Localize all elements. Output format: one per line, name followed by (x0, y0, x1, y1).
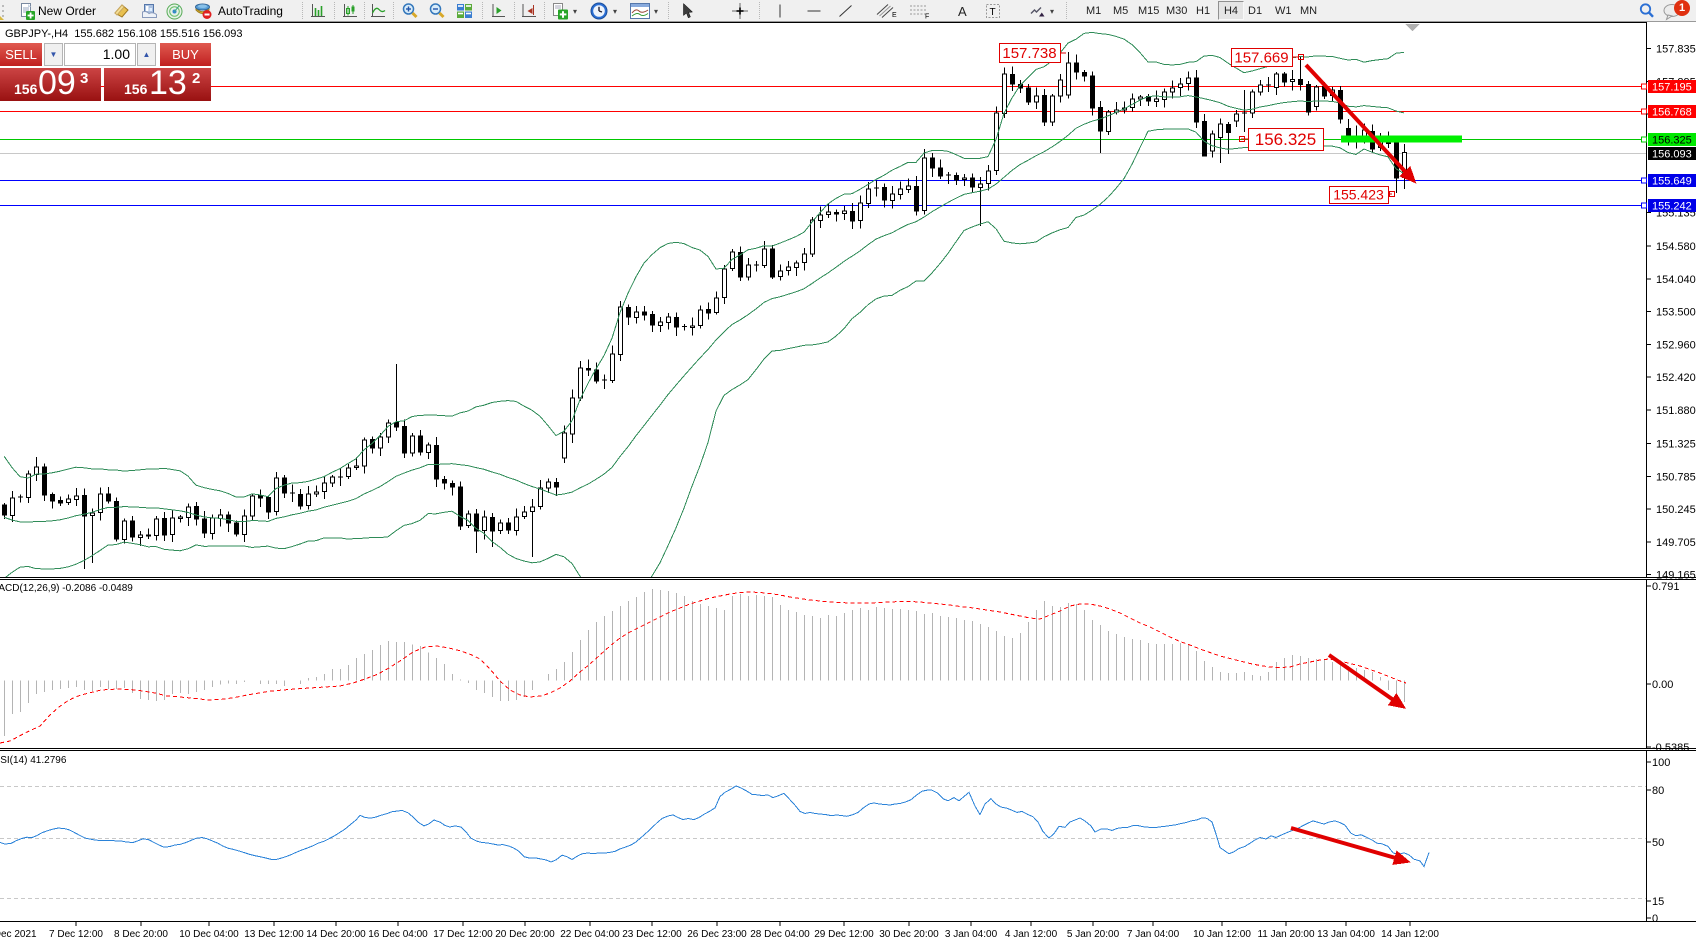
svg-text:-0.5385: -0.5385 (1652, 742, 1689, 754)
svg-text:154.040: 154.040 (1656, 274, 1696, 286)
svg-text:26 Dec 23:00: 26 Dec 23:00 (687, 929, 747, 940)
svg-text:157.669: 157.669 (1234, 49, 1288, 66)
svg-text:13 Dec 12:00: 13 Dec 12:00 (244, 929, 304, 940)
svg-text:29 Dec 12:00: 29 Dec 12:00 (814, 929, 874, 940)
svg-text:7 Jan 04:00: 7 Jan 04:00 (1127, 929, 1180, 940)
svg-text:0.00: 0.00 (1652, 679, 1673, 691)
svg-text:30 Dec 20:00: 30 Dec 20:00 (879, 929, 939, 940)
svg-text:157.195: 157.195 (1652, 82, 1692, 94)
svg-text:151.325: 151.325 (1656, 439, 1696, 451)
svg-text:14 Dec 20:00: 14 Dec 20:00 (306, 929, 366, 940)
svg-text:GBPJPY-,H4 155.682 156.108 15: GBPJPY-,H4 155.682 156.108 155.516 156.0… (5, 28, 243, 40)
svg-text:11 Jan 20:00: 11 Jan 20:00 (1257, 929, 1315, 940)
svg-text:150.785: 150.785 (1656, 471, 1696, 483)
svg-text:3 Jan 04:00: 3 Jan 04:00 (945, 929, 998, 940)
svg-text:10 Jan 12:00: 10 Jan 12:00 (1193, 929, 1251, 940)
svg-text:F: F (925, 14, 929, 20)
svg-text:22 Dec 04:00: 22 Dec 04:00 (560, 929, 620, 940)
svg-text:13 Jan 04:00: 13 Jan 04:00 (1317, 929, 1375, 940)
svg-text:16 Dec 04:00: 16 Dec 04:00 (368, 929, 428, 940)
svg-text:4 Jan 12:00: 4 Jan 12:00 (1005, 929, 1058, 940)
svg-text:156.093: 156.093 (1652, 149, 1692, 161)
svg-text:8 Dec 20:00: 8 Dec 20:00 (114, 929, 168, 940)
svg-text:156.768: 156.768 (1652, 107, 1692, 119)
svg-text:15: 15 (1652, 896, 1664, 908)
svg-text:E: E (892, 12, 897, 19)
svg-text:17 Dec 12:00: 17 Dec 12:00 (433, 929, 493, 940)
svg-text:80: 80 (1652, 785, 1664, 797)
svg-text:20 Dec 20:00: 20 Dec 20:00 (495, 929, 555, 940)
svg-text:5 Jan 20:00: 5 Jan 20:00 (1067, 929, 1120, 940)
svg-text:149.165: 149.165 (1656, 570, 1696, 582)
svg-text:153.500: 153.500 (1656, 307, 1696, 319)
svg-text:152.420: 152.420 (1656, 372, 1696, 384)
svg-text:10 Dec 04:00: 10 Dec 04:00 (179, 929, 239, 940)
svg-text:155.423: 155.423 (1333, 187, 1384, 203)
svg-text:149.705: 149.705 (1656, 537, 1696, 549)
svg-text:100: 100 (1652, 757, 1670, 769)
svg-text:157.835: 157.835 (1656, 44, 1696, 56)
svg-text:50: 50 (1652, 837, 1664, 849)
svg-text:14 Jan 12:00: 14 Jan 12:00 (1381, 929, 1439, 940)
svg-text:T: T (990, 7, 996, 18)
svg-text:0.791: 0.791 (1652, 581, 1680, 593)
svg-text:150.245: 150.245 (1656, 504, 1696, 516)
svg-text:MACD(12,26,9) -0.2086 -0.0489: MACD(12,26,9) -0.2086 -0.0489 (0, 583, 133, 594)
svg-text:156.325: 156.325 (1652, 135, 1692, 147)
svg-text:155.242: 155.242 (1652, 201, 1692, 213)
svg-text:28 Dec 04:00: 28 Dec 04:00 (750, 929, 810, 940)
svg-text:0: 0 (1652, 913, 1658, 925)
svg-text:152.960: 152.960 (1656, 339, 1696, 351)
svg-text:7 Dec 12:00: 7 Dec 12:00 (49, 929, 103, 940)
svg-text:RSI(14) 41.2796: RSI(14) 41.2796 (0, 755, 67, 766)
svg-text:154.580: 154.580 (1656, 241, 1696, 253)
svg-text:151.880: 151.880 (1656, 405, 1696, 417)
svg-text:23 Dec 12:00: 23 Dec 12:00 (622, 929, 682, 940)
svg-text:7 Dec 2021: 7 Dec 2021 (0, 929, 37, 940)
svg-text:157.738: 157.738 (1002, 45, 1056, 62)
svg-text:155.649: 155.649 (1652, 176, 1692, 188)
svg-text:156.325: 156.325 (1255, 130, 1316, 149)
